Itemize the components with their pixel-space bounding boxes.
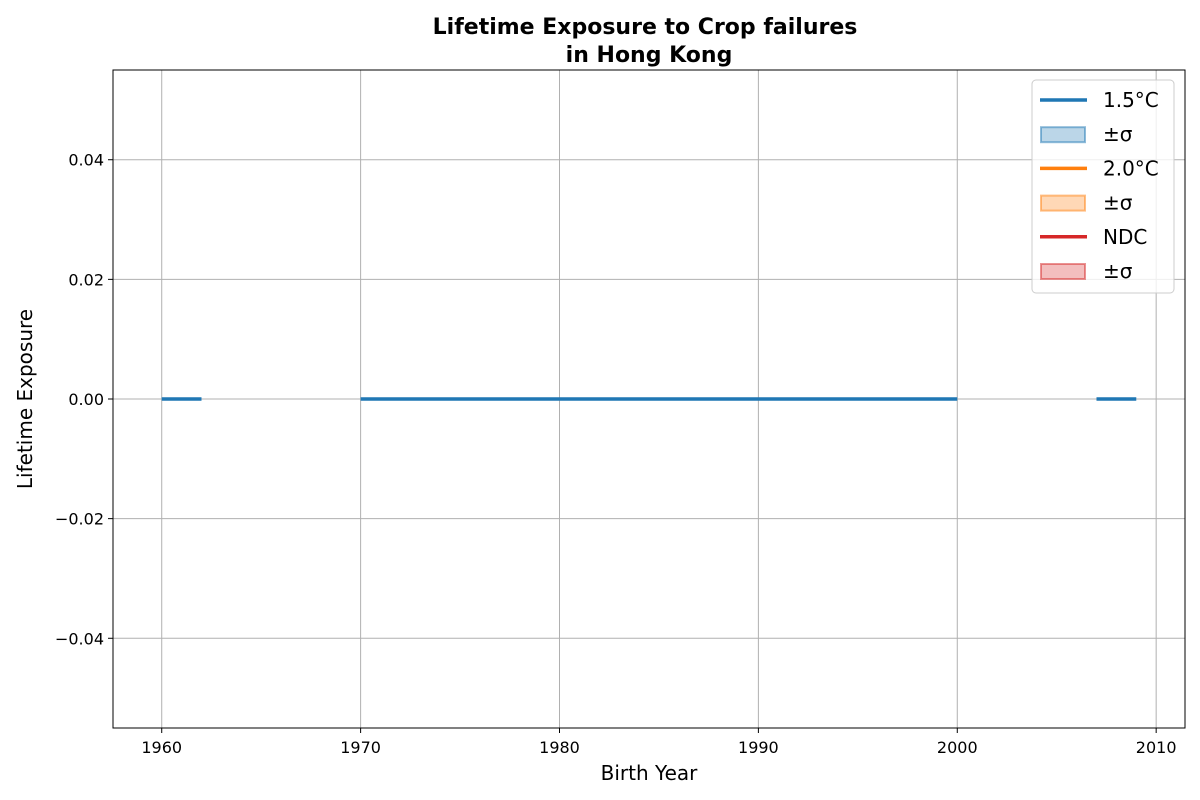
legend-frame <box>1031 79 1175 294</box>
legend-label: ±σ <box>1103 191 1133 215</box>
legend-label: 1.5°C <box>1103 88 1159 112</box>
legend: 1.5°C ±σ 2.0°C ±σ NDC ±σ <box>1031 79 1175 294</box>
y-axis-label: Lifetime Exposure <box>13 309 37 489</box>
x-tick-label: 1980 <box>539 738 580 757</box>
chart-title-line-2: in Hong Kong <box>566 43 733 68</box>
x-tick-label: 2010 <box>1136 738 1177 757</box>
legend-label: ±σ <box>1103 122 1133 146</box>
legend-label: 2.0°C <box>1103 156 1159 180</box>
y-tick-label: 0.00 <box>68 390 104 409</box>
legend-label: ±σ <box>1103 259 1133 283</box>
y-tick-label: 0.02 <box>68 270 104 289</box>
x-axis-label: Birth Year <box>601 761 698 785</box>
chart-title-line-1: Lifetime Exposure to Crop failures <box>433 15 858 40</box>
y-tick-label: −0.04 <box>55 629 104 648</box>
legend-band-swatch <box>1040 263 1086 280</box>
x-tick-label: 1970 <box>340 738 381 757</box>
x-tick-label: 2000 <box>937 738 978 757</box>
axis-ticks: 1960 1970 1980 1990 2000 2010 −0.04 −0.02 0.00 0.… <box>55 151 1177 757</box>
x-tick-label: 1960 <box>141 738 182 757</box>
legend-band-swatch <box>1040 194 1086 212</box>
y-tick-label: 0.04 <box>68 151 104 170</box>
y-tick-label: −0.02 <box>55 510 104 529</box>
legend-label: NDC <box>1103 225 1147 249</box>
x-tick-label: 1990 <box>738 738 779 757</box>
legend-band-swatch <box>1040 126 1086 144</box>
